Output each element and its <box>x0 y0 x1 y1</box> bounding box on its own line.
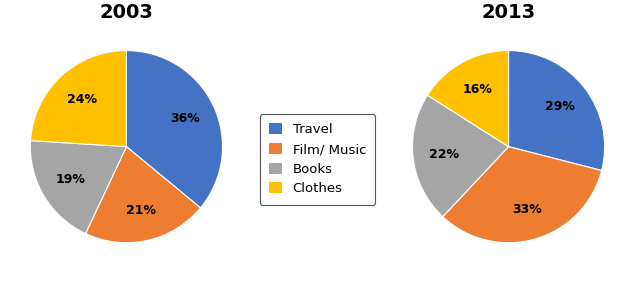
Text: 16%: 16% <box>462 83 492 96</box>
Wedge shape <box>413 95 509 217</box>
Text: 21%: 21% <box>126 204 156 217</box>
Text: 36%: 36% <box>171 112 201 125</box>
Text: 22%: 22% <box>429 148 458 161</box>
Title: 2013: 2013 <box>481 3 535 22</box>
Text: 33%: 33% <box>512 203 542 216</box>
Text: 24%: 24% <box>67 92 97 105</box>
Legend: Travel, Film/ Music, Books, Clothes: Travel, Film/ Music, Books, Clothes <box>260 114 375 204</box>
Text: 29%: 29% <box>545 100 575 113</box>
Wedge shape <box>126 50 222 208</box>
Wedge shape <box>30 50 126 147</box>
Wedge shape <box>427 50 509 147</box>
Text: 19%: 19% <box>55 173 85 186</box>
Title: 2003: 2003 <box>100 3 154 22</box>
Wedge shape <box>86 147 201 243</box>
Wedge shape <box>509 50 605 171</box>
Wedge shape <box>443 147 601 243</box>
Wedge shape <box>30 141 126 233</box>
